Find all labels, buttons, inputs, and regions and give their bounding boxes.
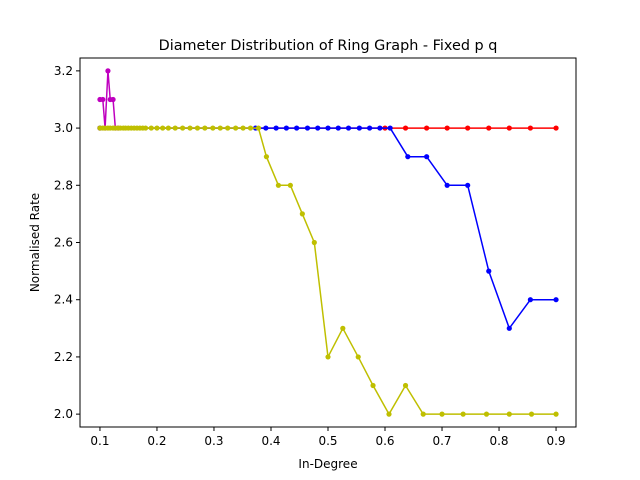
data-point — [387, 125, 393, 131]
data-point — [165, 125, 171, 131]
x-tick-label: 0.4 — [261, 434, 280, 448]
series-1 — [97, 125, 559, 131]
data-point — [424, 154, 430, 160]
data-point — [444, 182, 450, 188]
data-point — [263, 125, 269, 131]
data-point — [377, 125, 383, 131]
data-point — [370, 382, 376, 389]
x-tick-label: 0.8 — [489, 434, 508, 448]
data-point — [506, 325, 512, 331]
x-axis-title: In-Degree — [298, 457, 357, 471]
data-point — [386, 411, 392, 417]
x-tick-label: 0.1 — [90, 434, 109, 448]
plot-frame — [79, 57, 577, 428]
data-point — [315, 125, 321, 131]
data-point — [311, 239, 317, 246]
data-point — [486, 268, 492, 274]
data-point — [187, 125, 193, 131]
data-point — [424, 125, 430, 131]
data-point — [255, 125, 262, 131]
data-point — [367, 125, 373, 131]
data-point — [465, 125, 471, 131]
data-point — [405, 154, 411, 160]
data-point — [273, 125, 279, 131]
data-point — [465, 182, 471, 188]
data-point — [287, 182, 293, 188]
data-point — [148, 125, 154, 131]
data-point — [325, 354, 331, 360]
data-point — [460, 411, 466, 417]
x-tick-label: 0.5 — [318, 434, 337, 448]
y-tick-label: 2.2 — [54, 350, 73, 364]
y-tick-label: 3.0 — [54, 121, 73, 135]
x-tick-label: 0.9 — [546, 434, 565, 448]
x-tick-label: 0.3 — [204, 434, 223, 448]
data-point — [160, 125, 166, 131]
data-point — [202, 125, 208, 131]
data-point — [527, 125, 533, 131]
data-point — [194, 125, 201, 131]
series-line — [99, 70, 119, 129]
y-tick-label: 2.8 — [54, 178, 73, 192]
x-tick-label: 0.2 — [147, 434, 166, 448]
data-point — [444, 125, 450, 131]
data-point — [172, 125, 178, 131]
data-point — [553, 125, 559, 131]
data-point — [340, 325, 346, 331]
data-point — [210, 125, 216, 131]
chart-title: Diameter Distribution of Ring Graph - Fi… — [159, 38, 498, 54]
data-point — [420, 411, 426, 417]
data-point — [506, 411, 512, 417]
data-point — [299, 211, 305, 217]
data-point — [283, 125, 289, 131]
data-point — [355, 354, 361, 360]
data-point — [275, 182, 281, 188]
data-point — [304, 125, 311, 131]
data-point — [110, 96, 116, 103]
series-2 — [97, 125, 559, 331]
x-tick-label: 0.6 — [375, 434, 394, 448]
y-tick-label: 2.4 — [54, 293, 73, 307]
data-point — [325, 125, 331, 131]
data-point — [105, 68, 111, 74]
data-point — [553, 411, 559, 417]
data-point — [553, 297, 559, 303]
data-point — [225, 125, 231, 131]
y-axis-title: Normalised Rate — [28, 193, 42, 292]
data-point — [528, 411, 535, 417]
y-tick-label: 2.6 — [54, 236, 73, 250]
data-point — [142, 125, 149, 131]
data-point — [402, 382, 409, 389]
data-point — [345, 125, 352, 131]
data-point — [439, 411, 445, 417]
data-point — [483, 411, 490, 417]
data-point — [217, 125, 223, 131]
axis-layer: 0.1 0.2 0.3 0.4 0.5 0.6 0.7 0.8 0.9 2.0 2.2 2.4 2.6 2… — [54, 64, 566, 448]
y-tick-label: 3.2 — [54, 64, 73, 78]
series-layer — [97, 68, 559, 417]
x-tick-label: 0.7 — [432, 434, 451, 448]
data-point — [527, 297, 533, 303]
data-point — [486, 125, 492, 131]
data-point — [335, 125, 341, 131]
data-point — [356, 125, 362, 131]
data-point — [506, 125, 512, 131]
data-point — [100, 96, 106, 103]
data-point — [247, 125, 254, 131]
data-point — [402, 125, 409, 131]
data-point — [180, 125, 186, 131]
data-point — [154, 125, 160, 131]
data-point — [263, 154, 270, 160]
data-point — [240, 125, 246, 131]
data-point — [233, 125, 239, 131]
data-point — [294, 125, 300, 131]
y-tick-label: 2.0 — [54, 407, 73, 421]
series-4 — [97, 125, 559, 417]
